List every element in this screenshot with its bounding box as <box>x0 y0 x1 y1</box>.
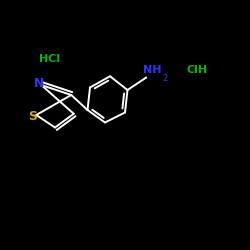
Text: 2: 2 <box>162 74 168 83</box>
Text: ClH: ClH <box>186 65 208 75</box>
Text: HCl: HCl <box>39 54 60 64</box>
Text: S: S <box>28 110 37 123</box>
Text: NH: NH <box>143 65 161 75</box>
Text: N: N <box>34 77 44 90</box>
